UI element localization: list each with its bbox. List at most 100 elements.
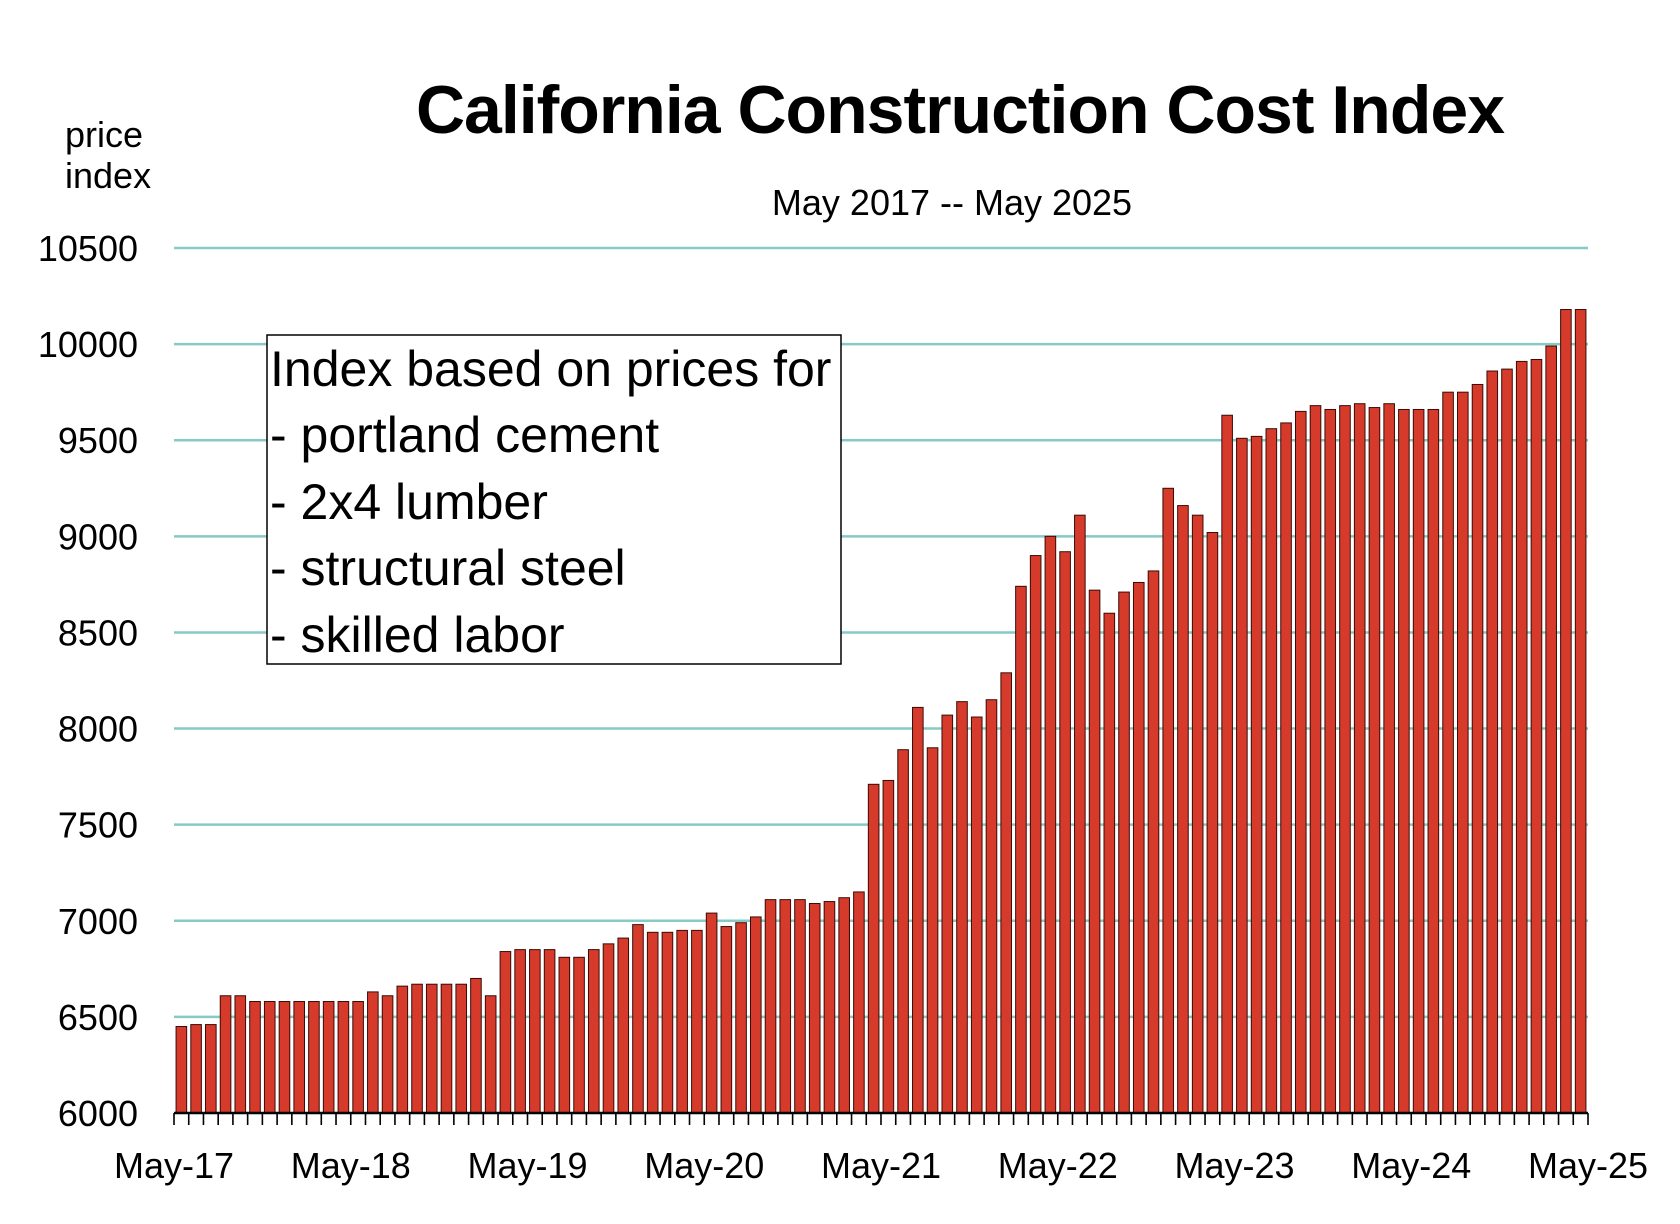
bar — [514, 949, 526, 1114]
bar — [411, 983, 423, 1114]
bar — [823, 901, 836, 1114]
bar — [278, 1001, 291, 1114]
bar — [794, 899, 806, 1114]
y-tick-label: 9000 — [58, 516, 138, 557]
y-axis-label-line-1: price — [65, 114, 143, 155]
bar — [543, 949, 556, 1114]
bar — [735, 922, 747, 1114]
x-tick-label: May-20 — [644, 1145, 764, 1186]
bar — [1221, 414, 1233, 1114]
annotation-line-2: - portland cement — [270, 407, 659, 463]
bar — [1265, 428, 1278, 1114]
bar — [440, 983, 453, 1114]
bar — [897, 749, 909, 1114]
bar — [1324, 408, 1337, 1114]
bar — [970, 716, 983, 1114]
bar — [617, 937, 630, 1114]
bar — [676, 929, 688, 1114]
chart-subtitle: May 2017 -- May 2025 — [772, 182, 1132, 223]
x-tick-label: May-17 — [114, 1145, 234, 1186]
bar — [1398, 408, 1410, 1114]
bar — [985, 699, 998, 1114]
bar — [1294, 410, 1307, 1114]
bar — [1162, 487, 1175, 1114]
bar — [175, 1026, 188, 1114]
bar — [764, 899, 777, 1114]
bar — [1515, 360, 1528, 1114]
annotation-line-4: - structural steel — [270, 540, 626, 596]
bar — [1574, 309, 1587, 1114]
bar — [1044, 535, 1057, 1114]
bar — [1560, 309, 1572, 1114]
bar — [853, 891, 865, 1114]
bar — [1236, 437, 1248, 1114]
bar — [808, 902, 821, 1114]
bar — [1486, 370, 1499, 1114]
bar — [1545, 345, 1557, 1114]
bar — [705, 912, 718, 1114]
bar — [205, 1024, 217, 1114]
bar — [1471, 383, 1484, 1114]
y-tick-label: 10000 — [38, 324, 138, 365]
bar — [1368, 407, 1381, 1114]
bar — [529, 949, 541, 1114]
bar — [691, 929, 703, 1114]
annotation-box: Index based on prices for - portland cem… — [266, 334, 842, 665]
y-axis-label-line-2: index — [65, 155, 151, 196]
bar — [646, 931, 659, 1114]
bar — [1456, 391, 1469, 1114]
x-tick-label: May-25 — [1528, 1145, 1648, 1186]
bar — [720, 926, 733, 1114]
bar — [941, 714, 954, 1114]
bar — [1427, 408, 1440, 1114]
bar — [455, 983, 468, 1114]
y-tick-label: 7500 — [58, 805, 138, 846]
bar — [1501, 368, 1513, 1114]
bar — [1015, 585, 1027, 1114]
bar — [499, 951, 512, 1114]
y-tick-label: 6500 — [58, 997, 138, 1038]
bar — [1442, 391, 1454, 1114]
bar — [912, 706, 924, 1114]
x-tick-label: May-22 — [998, 1145, 1118, 1186]
bar — [926, 747, 939, 1114]
bar — [1147, 570, 1160, 1114]
bar — [1059, 551, 1071, 1114]
bar — [1000, 672, 1013, 1114]
y-tick-label: 7000 — [58, 901, 138, 942]
bar — [632, 924, 644, 1114]
bar — [779, 899, 792, 1114]
bar — [396, 985, 409, 1114]
y-tick-labels: 6000 6500 7000 7500 8000 8500 9000 9500 10000 105… — [38, 228, 138, 1134]
bar — [1191, 514, 1204, 1114]
bar — [470, 977, 482, 1114]
bar — [484, 995, 497, 1114]
bar — [1383, 403, 1395, 1114]
bar — [558, 956, 571, 1114]
bar — [293, 1001, 306, 1114]
x-tick-label: May-24 — [1351, 1145, 1471, 1186]
bar — [263, 1001, 276, 1114]
bar — [1177, 505, 1189, 1114]
y-tick-label: 8500 — [58, 612, 138, 653]
bar — [749, 916, 762, 1114]
bars — [175, 309, 1587, 1114]
x-tick-label: May-21 — [821, 1145, 941, 1186]
bar — [956, 701, 968, 1114]
bar — [661, 931, 674, 1114]
bar — [425, 983, 438, 1114]
bar — [381, 995, 394, 1114]
bar — [602, 943, 615, 1114]
annotation-box-frame — [266, 334, 842, 665]
bar — [337, 1001, 350, 1114]
bar — [249, 1001, 261, 1114]
chart-title: California Construction Cost Index — [416, 72, 1505, 148]
bar — [308, 1001, 320, 1114]
bar — [1309, 405, 1322, 1114]
y-tick-label: 8000 — [58, 709, 138, 750]
bar — [1088, 589, 1101, 1114]
bar — [234, 995, 247, 1114]
bar — [867, 783, 880, 1114]
bar — [1250, 435, 1263, 1114]
